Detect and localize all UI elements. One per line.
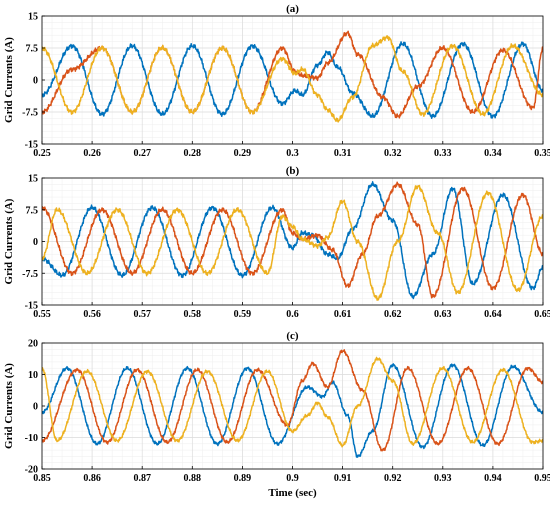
panel-title: (a) xyxy=(286,3,299,15)
series-line-phase-3 xyxy=(42,184,543,301)
series-group xyxy=(42,181,543,301)
x-tick-label: 0.33 xyxy=(434,148,452,159)
y-axis-label: Grid Currents (A) xyxy=(3,37,15,123)
y-tick-label: 7.5 xyxy=(26,205,39,216)
y-tick-label: -15 xyxy=(25,301,38,312)
x-tick-label: 0.25 xyxy=(33,148,51,159)
x-tick-label: 0.63 xyxy=(434,309,452,320)
x-tick-label: 0.85 xyxy=(33,473,51,484)
x-tick-label: 0.32 xyxy=(384,148,402,159)
x-tick-label: 0.86 xyxy=(83,473,101,484)
x-tick-label: 0.59 xyxy=(234,309,252,320)
series-line-phase-1 xyxy=(42,181,543,300)
y-axis-label: Grid Currents (A) xyxy=(3,198,15,284)
y-tick-label: 20 xyxy=(28,339,38,350)
panel-title: (c) xyxy=(286,330,299,342)
y-tick-label: -20 xyxy=(25,465,38,476)
chart-panel-3: 0.85 0.86 0.87 0.88 0.89 0.9 0.91 0.92 0.93 0.94 0… xyxy=(3,330,550,499)
y-tick-label: -7.5 xyxy=(22,108,38,119)
series-group xyxy=(42,30,543,123)
y-tick-label: 15 xyxy=(28,174,38,185)
x-tick-label: 0.6 xyxy=(286,309,299,320)
x-tick-label: 0.91 xyxy=(334,473,352,484)
x-tick-label: 0.27 xyxy=(133,148,151,159)
x-tick-label: 0.61 xyxy=(334,309,352,320)
x-tick-label: 0.31 xyxy=(334,148,352,159)
y-tick-label: -15 xyxy=(25,140,38,151)
y-tick-label: 10 xyxy=(28,370,38,381)
series-line-phase-2 xyxy=(42,181,543,299)
x-tick-label: 0.89 xyxy=(234,473,252,484)
series-group xyxy=(42,349,543,458)
x-tick-label: 0.56 xyxy=(83,309,101,320)
series-line-phase-1 xyxy=(42,41,543,119)
x-tick-label: 0.92 xyxy=(384,473,402,484)
x-tick-label: 0.29 xyxy=(234,148,252,159)
y-tick-label: 15 xyxy=(28,12,38,23)
y-tick-label: -7.5 xyxy=(22,269,38,280)
y-tick-label: -10 xyxy=(25,433,38,444)
x-tick-label: 0.35 xyxy=(534,148,550,159)
chart-panel-2: 0.55 0.56 0.57 0.58 0.59 0.6 0.61 0.62 0.63 0.64 0… xyxy=(3,165,550,320)
y-tick-label: 0 xyxy=(33,237,38,248)
x-tick-label: 0.28 xyxy=(184,148,202,159)
x-tick-label: 0.55 xyxy=(33,309,51,320)
x-tick-label: 0.95 xyxy=(534,473,550,484)
y-tick-label: 0 xyxy=(33,402,38,413)
x-tick-label: 0.62 xyxy=(384,309,402,320)
panel-title: (b) xyxy=(286,165,300,177)
x-tick-label: 0.34 xyxy=(484,148,502,159)
x-tick-label: 0.3 xyxy=(286,148,299,159)
series-line-phase-3 xyxy=(42,356,543,448)
series-line-phase-2 xyxy=(42,349,543,452)
y-tick-label: 7.5 xyxy=(26,44,39,55)
x-tick-label: 0.65 xyxy=(534,309,550,320)
chart-panel-1: 0.25 0.26 0.27 0.28 0.29 0.3 0.31 0.32 0.33 0.34 0… xyxy=(3,3,550,159)
x-axis-label: Time (sec) xyxy=(268,487,317,499)
grid xyxy=(41,177,544,306)
series-line-phase-3 xyxy=(42,35,543,123)
x-tick-label: 0.26 xyxy=(83,148,101,159)
x-tick-label: 0.88 xyxy=(184,473,202,484)
x-tick-label: 0.93 xyxy=(434,473,452,484)
x-tick-label: 0.57 xyxy=(133,309,151,320)
x-tick-label: 0.87 xyxy=(133,473,151,484)
y-tick-label: 0 xyxy=(33,76,38,87)
y-axis-label: Grid Currents (A) xyxy=(3,363,15,449)
x-tick-label: 0.64 xyxy=(484,309,502,320)
x-tick-label: 0.94 xyxy=(484,473,502,484)
x-tick-label: 0.58 xyxy=(184,309,202,320)
x-tick-label: 0.9 xyxy=(286,473,299,484)
